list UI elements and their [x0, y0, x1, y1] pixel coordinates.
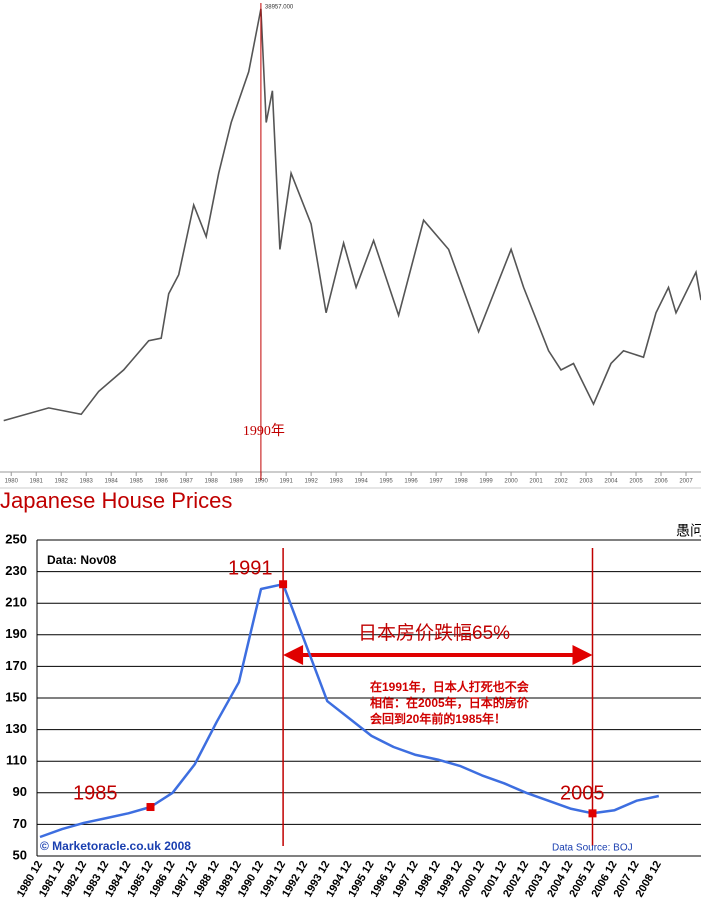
annotation: © Marketoracle.co.uk 2008: [40, 839, 191, 853]
x-tick-label: 2007: [679, 479, 693, 485]
x-tick-label: 1985: [130, 479, 144, 485]
y-tick-label: 130: [5, 721, 27, 736]
annotation: 日本房价跌幅65%: [358, 622, 510, 644]
annotation: 相信：在2005年，日本的房价: [370, 695, 530, 710]
price-line: [39, 582, 660, 839]
x-tick-label: 1980: [5, 479, 19, 485]
x-tick-label: 1995: [379, 479, 393, 485]
x-tick-label: 2001: [529, 479, 543, 485]
annotation: Data Source: BOJ: [552, 843, 633, 854]
x-tick-label: 1996: [404, 479, 418, 485]
x-tick-label: 1990: [254, 479, 268, 485]
y-tick-label: 70: [13, 816, 27, 831]
x-tick-label: 2003: [579, 479, 593, 485]
y-tick-label: 250: [5, 531, 27, 546]
annotation: 愚问: [676, 523, 701, 539]
annotation: 2005: [560, 782, 605, 804]
x-tick-label: 1997: [429, 479, 443, 485]
arrow-head: [283, 645, 304, 665]
y-tick-label: 110: [6, 753, 27, 768]
annotation: 1985: [73, 782, 118, 804]
y-tick-label: 150: [5, 689, 27, 704]
y-tick-label: 170: [5, 658, 27, 673]
x-tick-label: 2004: [604, 479, 618, 485]
chart-title: Japanese House Prices: [0, 488, 232, 513]
x-tick-label: 1986: [155, 479, 169, 485]
highlight-point: [279, 580, 288, 589]
highlight-point: [146, 803, 155, 812]
y-tick-label: 90: [13, 784, 27, 799]
x-tick-label: 1989: [229, 479, 243, 485]
x-tick-label: 2005: [629, 479, 643, 485]
annotation: 在1991年，日本人打死也不会: [370, 679, 530, 694]
x-tick-label: 1992: [304, 479, 318, 485]
annotation: Data: Nov08: [47, 553, 117, 567]
y-tick-label: 190: [5, 626, 27, 641]
x-tick-label: 2002: [554, 479, 568, 485]
x-tick-label: 1981: [30, 479, 44, 485]
x-tick-label: 1988: [204, 479, 218, 485]
x-tick-label: 1983: [80, 479, 94, 485]
peak-year-label: 1990年: [243, 423, 285, 439]
peak-label: 38957.000: [265, 5, 294, 11]
price-line: [3, 8, 701, 422]
y-tick-label: 210: [5, 595, 27, 610]
highlight-point: [588, 809, 597, 818]
y-tick-label: 50: [13, 847, 27, 862]
x-tick-label: 2006: [654, 479, 668, 485]
x-tick-label: 1999: [479, 479, 493, 485]
x-tick-label: 1984: [105, 479, 119, 485]
x-tick-label: 1991: [279, 479, 293, 485]
x-tick-label: 2000: [504, 479, 518, 485]
y-tick-label: 230: [5, 563, 27, 578]
x-tick-label: 1982: [55, 479, 69, 485]
x-tick-label: 1987: [180, 479, 194, 485]
annotation: 1991: [228, 557, 273, 579]
annotation: 会回到20年前的1985年！: [370, 711, 506, 726]
x-tick-label: 1994: [354, 479, 368, 485]
x-tick-label: 1998: [454, 479, 468, 485]
arrow-head: [572, 645, 593, 665]
x-tick-label: 1993: [329, 479, 343, 485]
